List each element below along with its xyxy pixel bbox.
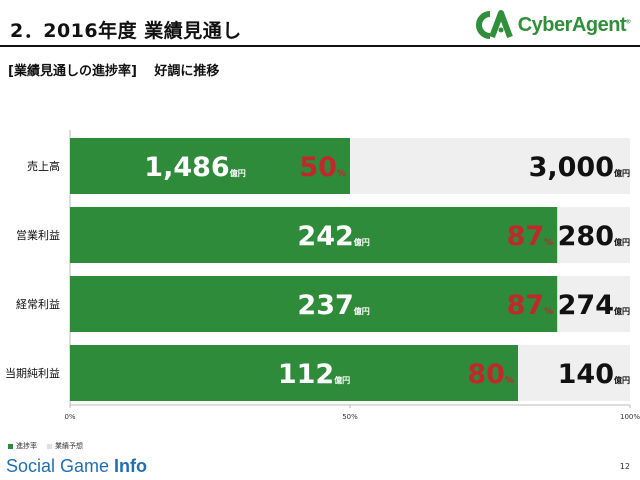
- legend-label-progress: 進捗率: [16, 442, 37, 450]
- percent-label: 80%: [467, 359, 514, 390]
- progress-amount-label: 112億円: [278, 359, 350, 390]
- progress-amount-label: 237億円: [297, 290, 369, 321]
- forecast-amount-label: 3,000億円: [529, 152, 630, 183]
- forecast-amount-label: 280億円: [558, 221, 630, 252]
- legend-item-forecast: 業績予想: [47, 441, 83, 451]
- x-tick-label: 100%: [620, 413, 640, 420]
- category-label: 売上高: [27, 159, 60, 173]
- category-label: 当期純利益: [5, 366, 60, 380]
- chart-legend: 進捗率 業績予想: [8, 441, 83, 451]
- progress-amount-label: 1,486億円: [144, 152, 245, 183]
- title-rule: [0, 45, 640, 47]
- footer-brand: Social Game Info: [6, 456, 147, 477]
- category-label: 経常利益: [16, 297, 60, 311]
- bar-progress: [70, 138, 350, 194]
- forecast-amount-label: 140億円: [558, 359, 630, 390]
- legend-swatch-progress: [8, 443, 13, 449]
- footer-brand-bold: Info: [114, 456, 148, 476]
- legend-swatch-forecast: [47, 443, 52, 449]
- page-number: 12: [619, 462, 630, 471]
- legend-item-progress: 進捗率: [8, 441, 37, 451]
- slide-subtitle: [業績見通しの進捗率] 好調に推移: [8, 64, 220, 79]
- bar-forecast: [557, 276, 630, 332]
- bar-progress: [70, 345, 518, 401]
- x-tick-label: 50%: [342, 413, 358, 420]
- slide-title: 2．2016年度 業績見通し: [10, 20, 242, 42]
- x-tick-label: 0%: [64, 413, 75, 420]
- bar-forecast: [557, 207, 630, 263]
- brand-logo: CyberAgent®: [470, 10, 630, 40]
- bar-progress: [70, 207, 558, 263]
- legend-label-forecast: 業績予想: [55, 442, 83, 450]
- bar-forecast: [518, 345, 630, 401]
- progress-amount-label: 242億円: [297, 221, 369, 252]
- bar-forecast: [350, 138, 630, 194]
- brand-name: CyberAgent®: [517, 13, 631, 37]
- cyberagent-logo-icon: [475, 10, 513, 39]
- bar-progress: [70, 276, 558, 332]
- percent-label: 87%: [507, 290, 554, 321]
- forecast-amount-label: 274億円: [558, 290, 630, 321]
- footer-brand-light: Social Game: [6, 456, 115, 476]
- category-label: 営業利益: [16, 228, 60, 242]
- brand-name-text: CyberAgent: [517, 13, 627, 36]
- percent-label: 87%: [507, 221, 554, 252]
- percent-label: 50%: [299, 152, 346, 183]
- registered-mark-icon: ®: [626, 18, 630, 25]
